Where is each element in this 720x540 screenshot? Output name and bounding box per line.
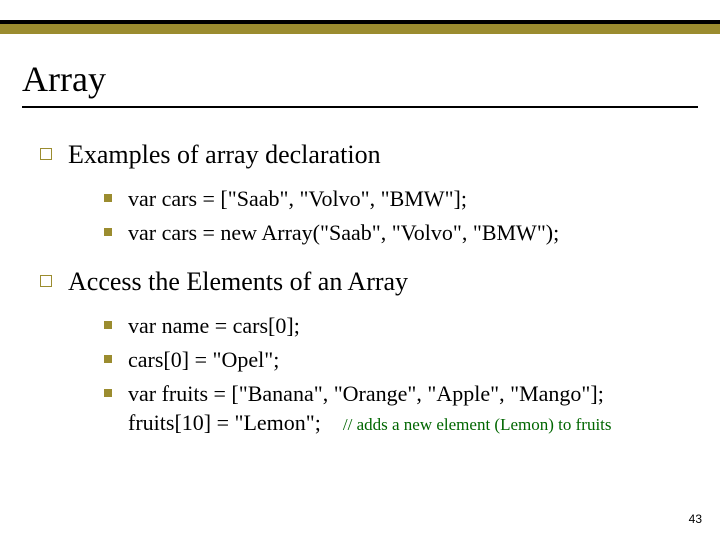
code-text: cars[0] = "Opel"; [128, 345, 279, 375]
section-heading: Access the Elements of an Array [40, 267, 700, 297]
gold-accent-bar [0, 24, 720, 34]
list-item: var name = cars[0]; [104, 311, 700, 341]
section-heading-text: Examples of array declaration [68, 140, 381, 170]
bullet-solid-icon [104, 194, 112, 202]
bullet-solid-icon [104, 389, 112, 397]
content-area: Examples of array declaration var cars =… [40, 140, 700, 458]
code-text: var fruits = ["Banana", "Orange", "Apple… [128, 379, 612, 438]
list-item: var fruits = ["Banana", "Orange", "Apple… [104, 379, 700, 438]
code-list: var cars = ["Saab", "Volvo", "BMW"]; var… [104, 184, 700, 247]
section-heading-text: Access the Elements of an Array [68, 267, 408, 297]
bullet-solid-icon [104, 228, 112, 236]
bullet-solid-icon [104, 355, 112, 363]
title-underline [22, 106, 698, 108]
page-number: 43 [689, 512, 702, 526]
bullet-open-icon [40, 275, 52, 287]
code-line: var fruits = ["Banana", "Orange", "Apple… [128, 381, 604, 406]
code-line: fruits[10] = "Lemon"; [128, 410, 321, 435]
code-text: var cars = new Array("Saab", "Volvo", "B… [128, 218, 559, 248]
bullet-solid-icon [104, 321, 112, 329]
list-item: var cars = ["Saab", "Volvo", "BMW"]; [104, 184, 700, 214]
bullet-open-icon [40, 148, 52, 160]
code-text: var cars = ["Saab", "Volvo", "BMW"]; [128, 184, 467, 214]
code-comment: // adds a new element (Lemon) to fruits [343, 415, 612, 434]
list-item: var cars = new Array("Saab", "Volvo", "B… [104, 218, 700, 248]
list-item: cars[0] = "Opel"; [104, 345, 700, 375]
code-text: var name = cars[0]; [128, 311, 300, 341]
section-heading: Examples of array declaration [40, 140, 700, 170]
code-list: var name = cars[0]; cars[0] = "Opel"; va… [104, 311, 700, 438]
slide-title: Array [22, 58, 106, 100]
